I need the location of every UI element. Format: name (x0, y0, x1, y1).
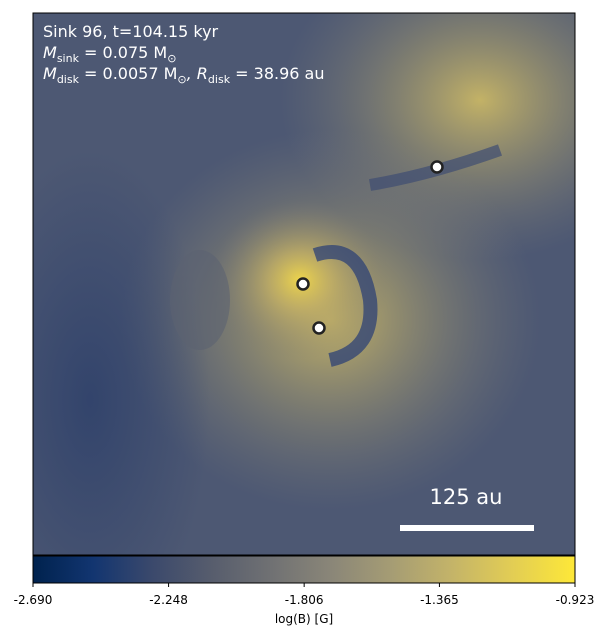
colorbar (32, 555, 576, 584)
sink (312, 321, 326, 335)
scale-bar (400, 525, 534, 531)
annotation-line: Mdisk = 0.0057 M⊙, Rdisk = 38.96 au (43, 64, 324, 86)
annotation-part: disk (208, 73, 231, 86)
annotation-part: Sink 96, t=104.15 kyr (43, 22, 219, 41)
annotation-part: M (43, 43, 57, 62)
annotation-part: disk (57, 73, 80, 86)
annotation-part: sink (57, 52, 80, 65)
colorbar-tick-label: -1.806 (285, 593, 324, 607)
colorbar-tick-label: -2.690 (14, 593, 53, 607)
frame (32, 12, 576, 556)
annotation-part: = 38.96 au (230, 64, 324, 83)
sink (430, 160, 444, 174)
colorbar-tick-label: -0.923 (556, 593, 595, 607)
colorbar-tick-label: -2.248 (149, 593, 188, 607)
scale-bar-label: 125 au (430, 485, 503, 509)
annotation-line: Sink 96, t=104.15 kyr (43, 22, 219, 41)
annotation-part: ⊙ (177, 73, 186, 86)
annotation-part: M (43, 64, 57, 83)
sink (296, 277, 310, 291)
annotation-part: = 0.0057 M (79, 64, 177, 83)
annotation-part: = 0.075 M (79, 43, 167, 62)
annotation-part: , R (187, 64, 208, 83)
colorbar-tick-label: -1.365 (420, 593, 459, 607)
annotation-part: ⊙ (167, 52, 176, 65)
colorbar-label: log(B) [G] (275, 612, 333, 626)
annotation-line: Msink = 0.075 M⊙ (43, 43, 176, 65)
colorbar-axis: -2.690 -2.248 -1.806 -1.365 -0.923 (14, 583, 595, 607)
